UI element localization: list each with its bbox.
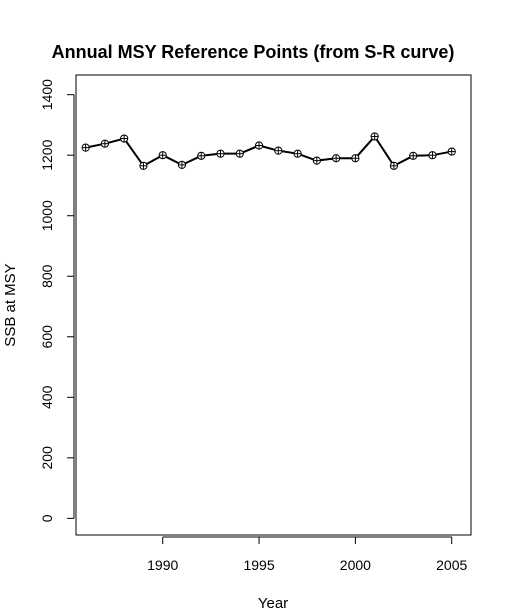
x-axis: 1990 1995 2000 2005	[147, 536, 468, 573]
data-point	[389, 161, 399, 170]
x-axis-label: Year	[258, 595, 288, 612]
y-axis-label: SSB at MSY	[2, 263, 19, 346]
data-point	[197, 151, 206, 160]
data-point	[177, 160, 187, 169]
y-tick-label: 600	[39, 325, 55, 349]
series-line	[85, 135, 452, 167]
x-tick-label: 1995	[243, 557, 274, 573]
data-point	[447, 147, 456, 156]
x-tick-label: 2005	[436, 557, 467, 573]
data-point	[274, 146, 283, 155]
x-tick-label: 1990	[147, 557, 178, 573]
data-point	[351, 154, 360, 163]
data-point	[100, 139, 110, 148]
data-point	[235, 149, 244, 158]
y-axis: 0 200 400 600 800 1000 1200 1400	[39, 79, 75, 522]
data-point	[293, 149, 302, 158]
data-point	[370, 132, 379, 141]
data-point	[139, 161, 148, 170]
y-tick-label: 1200	[39, 139, 55, 170]
plot-area-frame	[75, 74, 472, 536]
y-tick-label: 200	[39, 446, 55, 470]
y-tick-label: 400	[39, 385, 55, 409]
y-tick-label: 1000	[39, 200, 55, 231]
y-tick-label: 800	[39, 264, 55, 288]
y-tick-label: 1400	[39, 79, 55, 110]
data-point	[216, 149, 225, 158]
data-point	[312, 156, 321, 165]
data-point	[254, 141, 264, 150]
data-point	[158, 151, 167, 160]
data-point	[409, 151, 418, 160]
data-point	[81, 143, 90, 152]
data-point	[428, 151, 437, 160]
chart-title: Annual MSY Reference Points (from S-R cu…	[52, 42, 455, 62]
series-layer	[81, 132, 456, 170]
data-point	[120, 134, 129, 143]
x-tick-label: 2000	[340, 557, 371, 573]
y-tick-label: 0	[39, 514, 55, 522]
data-point	[332, 154, 341, 163]
